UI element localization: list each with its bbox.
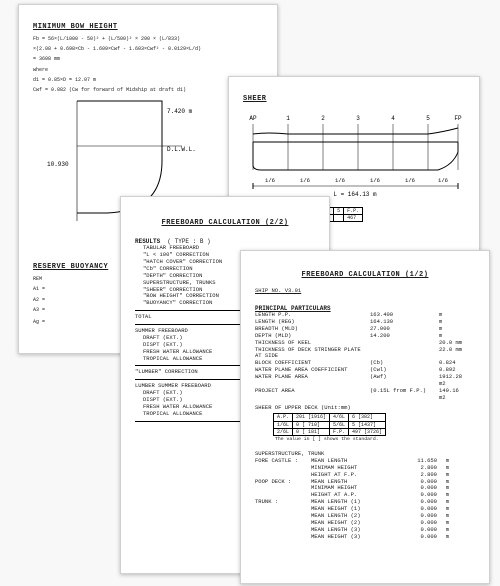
section-header: "LUMBER" CORRECTION — [135, 369, 198, 376]
pp-value: (Awf) — [370, 374, 439, 388]
formula-line: ×(2.08 + 0.698×Cb - 1.609×Cwf - 1.603×Cw… — [33, 46, 263, 52]
pp-unit: m — [439, 312, 465, 319]
svg-text:AP: AP — [249, 115, 257, 122]
svg-text:FP: FP — [454, 115, 462, 122]
where-label: where — [33, 67, 263, 73]
fb2-title: FREEBOARD CALCULATION (2/2) — [135, 219, 315, 228]
pp-unit: 1912.28 m2 — [439, 374, 465, 388]
superstructure-row: TRUNK :MEAN LENGTH (1)0.000m — [255, 499, 475, 506]
svg-text:1/6: 1/6 — [405, 177, 415, 184]
pp-label: THICKNESS OF DECK STRINGER PLATE AT SIDE — [255, 347, 370, 361]
sheer-title: SHEER — [243, 95, 465, 104]
pp-value — [370, 340, 439, 347]
superstructure-row: MINIMAM HEIGHT0.000m — [255, 485, 475, 492]
svg-text:1/6: 1/6 — [370, 177, 380, 184]
pp-row: THICKNESS OF DECK STRINGER PLATE AT SIDE… — [255, 347, 465, 361]
formula-line: Fb = 56×(L/1000 - 50)² + (L/500)² × 290 … — [33, 36, 263, 42]
pp-value — [370, 347, 439, 361]
bow-height-title: MINIMUM BOW HEIGHT — [33, 23, 263, 32]
superstructure-row: POOP DECK :MEAN LENGTH0.000m — [255, 479, 475, 486]
svg-text:4: 4 — [391, 115, 395, 122]
pp-row: WATER PLANE AREA(Awf)1912.28 m2 — [255, 374, 465, 388]
superstructure-row: FORE CASTLE :MEAN LENGTH11.650m — [255, 458, 475, 465]
superstructure-row: MEAN HEIGHT (1)0.000m — [255, 506, 475, 513]
midship-dlwl-label: D.L.W.L. — [167, 146, 196, 153]
pp-label: WATER PLANE AREA — [255, 374, 370, 388]
sheer-deck-title: SHEER OF UPPER DECK (Unit:mm) — [255, 405, 475, 412]
svg-text:5: 5 — [426, 115, 430, 122]
superstructure-row: HEIGHT AT A.P.0.000m — [255, 492, 475, 499]
superstructure-row: MEAN LENGTH (2)0.000m — [255, 513, 475, 520]
total-label: TOTAL — [135, 314, 152, 321]
sheer-deck-table: A.P.201 [1916]4/6L6 [382]1/6L0 [ 710]5/6… — [273, 413, 386, 436]
fb1-title: FREEBOARD CALCULATION (1/2) — [255, 271, 475, 280]
svg-text:2: 2 — [321, 115, 325, 122]
midship-h-label: 10.930 — [47, 161, 69, 168]
pp-row: PROJECT AREA(0.15L from F.P.)149.16 m2 — [255, 388, 465, 402]
section-row-label: TROPICAL ALLOWANCE — [143, 356, 202, 363]
superstructure-row: MINIMAM HEIGHT2.800m — [255, 465, 475, 472]
sheer-profile-svg: AP 1 2 3 4 5 FP 1/6 1/6 1/6 1/6 1/6 1/6 L = 164.1… — [243, 110, 463, 200]
section-row-label: TROPICAL ALLOWANCE — [143, 411, 202, 418]
ship-no: SHIP NO. V3.01 — [255, 288, 475, 295]
formula-line: = 3608 mm — [33, 56, 263, 62]
sheer-row: 1/6L0 [ 710]5/6L5 [1437] — [274, 421, 386, 428]
pp-value: 14.200 — [370, 333, 439, 340]
superstructure-row: MEAN HEIGHT (3)0.000m — [255, 534, 475, 541]
svg-text:3: 3 — [356, 115, 360, 122]
sheer-row: 2/6L0 [ 181]F.P.497 [3726] — [274, 428, 386, 435]
svg-text:1: 1 — [286, 115, 290, 122]
pp-unit: 22.0 mm — [439, 347, 465, 361]
pp-unit: 149.16 m2 — [439, 388, 465, 402]
superstructure-row: MEAN LENGTH (3)0.000m — [255, 527, 475, 534]
pp-label: PROJECT AREA — [255, 388, 370, 402]
midship-dep-label: 7.420 m — [167, 108, 193, 115]
sheer-note: The value in [ ] shows the standard. — [275, 437, 475, 443]
svg-text:1/6: 1/6 — [265, 177, 275, 184]
svg-text:1/6: 1/6 — [335, 177, 345, 184]
pp-unit: m — [439, 326, 465, 333]
svg-text:1/6: 1/6 — [438, 177, 448, 184]
svg-text:1/6: 1/6 — [300, 177, 310, 184]
pp-unit: m — [439, 319, 465, 326]
sheer-row: A.P.201 [1916]4/6L6 [382] — [274, 414, 386, 421]
sheer-L-label: L = 164.13 m — [333, 191, 377, 198]
pp-value: (0.15L from F.P.) — [370, 388, 439, 402]
sheet-freeboard-1: FREEBOARD CALCULATION (1/2) SHIP NO. V3.… — [240, 250, 490, 584]
superstructure-row: MEAN HEIGHT (2)0.000m — [255, 520, 475, 527]
